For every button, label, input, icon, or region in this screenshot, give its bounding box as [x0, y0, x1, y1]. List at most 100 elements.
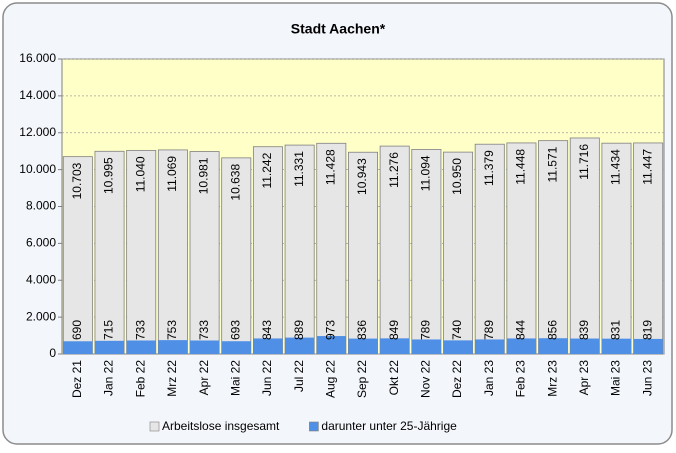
value-label: 690: [70, 320, 84, 340]
x-tick-label: Feb 23: [514, 360, 528, 398]
y-tick-label: 0: [49, 346, 56, 360]
y-tick-label: 14.000: [19, 88, 56, 102]
x-tick-label: Mai 22: [228, 360, 242, 396]
value-label: 11.276: [387, 152, 401, 188]
y-tick-label: 16.000: [19, 51, 56, 65]
bar-under-25: [570, 338, 600, 354]
legend-label: darunter unter 25-Jährige: [321, 419, 457, 433]
value-label: 10.995: [102, 157, 116, 194]
x-tick-label: Apr 23: [577, 360, 591, 396]
bar-under-25: [475, 339, 505, 354]
value-label: 789: [419, 320, 433, 340]
bar-total: [538, 140, 569, 355]
value-label: 11.331: [292, 151, 306, 187]
value-label: 839: [577, 320, 591, 340]
x-tick-label: Jan 23: [482, 360, 496, 396]
x-tick-label: Nov 22: [419, 360, 433, 398]
bar-under-25: [443, 340, 473, 354]
bar-total: [443, 151, 474, 355]
y-tick-label: 12.000: [19, 125, 56, 139]
value-label: 11.040: [133, 156, 147, 192]
bar-under-25: [316, 336, 346, 354]
value-label: 733: [197, 320, 211, 340]
x-tick-label: Apr 22: [197, 360, 211, 396]
bar-total: [379, 145, 410, 355]
x-tick-label: Jun 22: [260, 360, 274, 396]
bar-total: [94, 150, 125, 355]
bar-total: [633, 142, 664, 355]
bar-total: [62, 156, 93, 355]
value-label: 11.571: [545, 146, 559, 182]
value-label: 836: [355, 320, 369, 340]
bar-under-25: [601, 338, 632, 354]
value-label: 693: [228, 320, 242, 340]
bar-under-25: [411, 339, 441, 354]
x-tick-label: Mrz 23: [545, 360, 559, 397]
bar-under-25: [126, 340, 156, 354]
x-tick-label: Sep 22: [355, 360, 369, 398]
bar-total: [126, 150, 157, 355]
value-label: 10.981: [197, 157, 211, 194]
x-tick-label: Feb 22: [133, 360, 147, 398]
value-label: 831: [609, 320, 623, 340]
value-label: 11.094: [419, 155, 433, 191]
bar-under-25: [94, 340, 125, 354]
legend-label: Arbeitslose insgesamt: [162, 419, 280, 433]
x-tick-label: Dez 22: [450, 360, 464, 398]
x-tick-label: Jul 22: [292, 360, 306, 392]
x-tick-label: Jan 22: [102, 360, 116, 396]
x-tick-label: Mai 23: [609, 360, 623, 396]
x-tick-label: Dez 21: [70, 360, 84, 398]
y-tick-label: 2.000: [26, 309, 56, 323]
value-label: 11.069: [165, 156, 179, 192]
value-label: 753: [165, 320, 179, 340]
bar-under-25: [538, 338, 568, 354]
value-label: 11.379: [482, 150, 496, 186]
value-label: 11.447: [640, 149, 654, 185]
value-label: 889: [292, 320, 306, 340]
value-label: 11.434: [609, 149, 623, 185]
bar-total: [474, 143, 505, 355]
bar-under-25: [348, 338, 378, 354]
bar-total: [569, 137, 600, 355]
value-label: 819: [640, 320, 654, 340]
bar-total: [284, 144, 315, 355]
x-tick-label: Jun 23: [640, 360, 654, 396]
bar-total: [221, 157, 252, 355]
value-label: 10.950: [450, 158, 464, 195]
bar-under-25: [190, 340, 220, 354]
value-label: 11.428: [323, 149, 337, 185]
bar-under-25: [285, 337, 315, 354]
value-label: 715: [102, 320, 116, 340]
value-label: 11.448: [514, 149, 528, 185]
value-label: 973: [323, 320, 337, 340]
bar-under-25: [63, 341, 93, 354]
x-tick-label: Okt 22: [387, 360, 401, 396]
bar-under-25: [158, 340, 188, 354]
value-label: 11.242: [260, 152, 274, 188]
value-label: 849: [387, 320, 401, 340]
y-tick-label: 10.000: [19, 162, 56, 176]
bar-under-25: [506, 338, 536, 354]
value-label: 844: [514, 320, 528, 340]
value-label: 11.716: [577, 144, 591, 180]
chart-title: Stadt Aachen*: [291, 21, 386, 37]
y-tick-label: 8.000: [26, 199, 56, 213]
value-label: 10.703: [70, 162, 84, 199]
value-label: 740: [450, 320, 464, 340]
value-label: 733: [133, 320, 147, 340]
legend-swatch: [309, 421, 319, 432]
y-tick-label: 6.000: [26, 236, 56, 250]
bar-under-25: [253, 338, 283, 354]
bar-total: [506, 142, 537, 355]
value-label: 10.943: [355, 158, 369, 195]
value-label: 856: [545, 320, 559, 340]
bar-under-25: [221, 341, 251, 354]
value-label: 10.638: [228, 164, 242, 201]
bar-total: [252, 146, 283, 355]
legend-swatch: [149, 421, 160, 432]
y-tick-label: 4.000: [26, 272, 56, 286]
x-tick-label: Mrz 22: [165, 360, 179, 397]
bar-total: [411, 149, 442, 355]
